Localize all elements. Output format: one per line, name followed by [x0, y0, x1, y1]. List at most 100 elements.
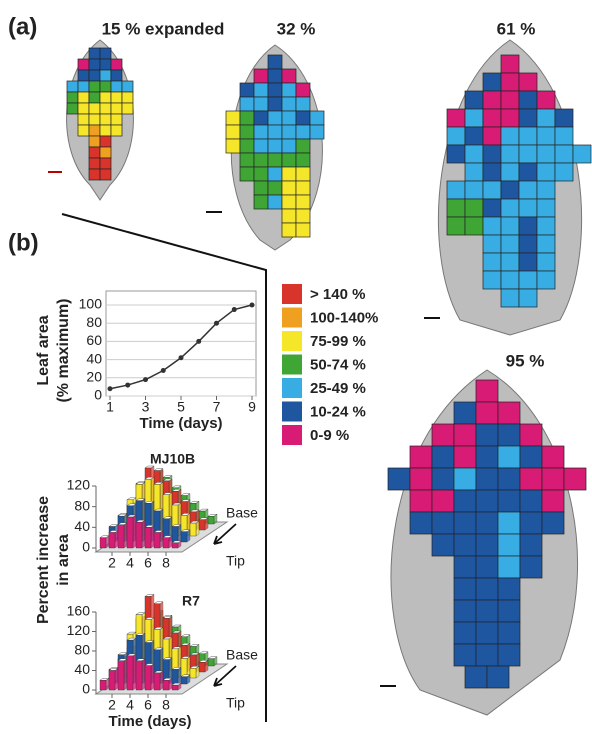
bar	[109, 533, 115, 549]
leaf-label: 95 %	[506, 351, 545, 370]
y-tick-label: 20	[86, 369, 102, 385]
legend-swatch	[282, 284, 302, 304]
y-tick-label: 0	[82, 539, 90, 555]
y-axis-label: in area	[55, 534, 72, 586]
bar	[145, 527, 151, 548]
bar	[172, 669, 178, 684]
x-tick-label: 4	[126, 697, 134, 713]
panel-label: (a)	[8, 13, 37, 40]
y-tick-label: 80	[86, 314, 102, 330]
point	[232, 307, 237, 312]
point	[250, 303, 255, 308]
legend-swatch	[282, 308, 302, 328]
legend-swatch	[282, 331, 302, 351]
point	[143, 377, 148, 382]
bar-side	[151, 525, 154, 548]
y-tick-label: 40	[74, 518, 90, 534]
legend-swatch	[282, 425, 302, 445]
bar	[208, 516, 214, 524]
legend-label: 25-49 %	[310, 380, 366, 397]
bar	[145, 666, 151, 690]
depth-label: Tip	[226, 553, 245, 569]
depth-label: Base	[226, 647, 258, 663]
plot-frame	[106, 291, 256, 396]
bar	[172, 685, 178, 690]
bar-side	[124, 659, 127, 690]
x-tick-label: 3	[142, 399, 150, 415]
bar	[136, 661, 142, 690]
bar	[127, 517, 133, 548]
legend-label: 10-24 %	[310, 403, 366, 420]
y-tick-label: 120	[67, 477, 91, 493]
y-tick-label: 80	[74, 497, 90, 513]
bar	[181, 677, 187, 684]
bar-side	[142, 520, 145, 548]
bar	[172, 527, 178, 543]
bar-side	[178, 525, 181, 543]
chart-title: R7	[182, 593, 200, 609]
y-tick-label: 120	[67, 622, 91, 638]
y-tick-label: 0	[82, 681, 90, 697]
x-tick-label: 1	[106, 399, 114, 415]
legend-label: 0-9 %	[310, 427, 349, 444]
bar-side	[178, 667, 181, 684]
point	[179, 355, 184, 360]
bar-side	[124, 523, 127, 548]
depth-label: Tip	[226, 695, 245, 711]
x-tick-label: 8	[162, 697, 170, 713]
legend-swatch	[282, 355, 302, 375]
x-axis-label: Time (days)	[139, 415, 222, 432]
bar-side	[196, 521, 199, 536]
bar	[109, 671, 115, 691]
point	[108, 386, 113, 391]
x-tick-label: 6	[144, 555, 152, 571]
y-tick-label: 40	[74, 661, 90, 677]
bar-side	[115, 669, 118, 691]
bar-side	[160, 671, 163, 690]
line	[110, 305, 252, 389]
legend-swatch	[282, 402, 302, 422]
legend-label: 100-140%	[310, 309, 378, 326]
x-tick-label: 4	[126, 555, 134, 571]
bar	[154, 673, 160, 690]
leaf-label: 15 % expanded	[102, 19, 225, 38]
leaf-1	[48, 40, 133, 200]
bar-side	[160, 531, 163, 549]
bar	[181, 532, 187, 542]
bar	[127, 656, 133, 690]
bar-side	[133, 515, 136, 548]
point	[125, 383, 130, 388]
x-tick-label: 6	[144, 697, 152, 713]
bar	[208, 659, 214, 666]
bar	[163, 538, 169, 548]
leaf-label: 61 %	[497, 19, 536, 38]
bar-side	[115, 531, 118, 549]
bar	[163, 680, 169, 690]
bar	[172, 543, 178, 548]
y-tick-label: 80	[74, 642, 90, 658]
y-tick-label: 160	[67, 603, 91, 619]
bar-side	[133, 654, 136, 690]
legend-label: > 140 %	[310, 286, 365, 303]
leaf-label: 32 %	[277, 19, 316, 38]
depth-label: Base	[226, 505, 258, 521]
y-axis-label: (% maximum)	[55, 298, 72, 402]
bar	[118, 525, 124, 548]
x-tick-label: 8	[162, 555, 170, 571]
chart-title: MJ10B	[150, 451, 195, 467]
y-tick-label: 40	[86, 350, 102, 366]
bar	[154, 533, 160, 549]
x-tick-label: 9	[248, 399, 256, 415]
leaf-4	[380, 370, 586, 715]
y-tick-label: 60	[86, 332, 102, 348]
x-tick-label: 5	[177, 399, 185, 415]
x-axis-label: Time (days)	[108, 713, 191, 730]
x-tick-label: 2	[108, 555, 116, 571]
bar	[118, 661, 124, 690]
y-axis-label: Percent increase	[35, 496, 52, 624]
bar	[100, 680, 106, 690]
legend-label: 75-99 %	[310, 333, 366, 350]
point	[214, 321, 219, 326]
point	[161, 368, 166, 373]
y-axis-label: Leaf area	[35, 315, 52, 385]
